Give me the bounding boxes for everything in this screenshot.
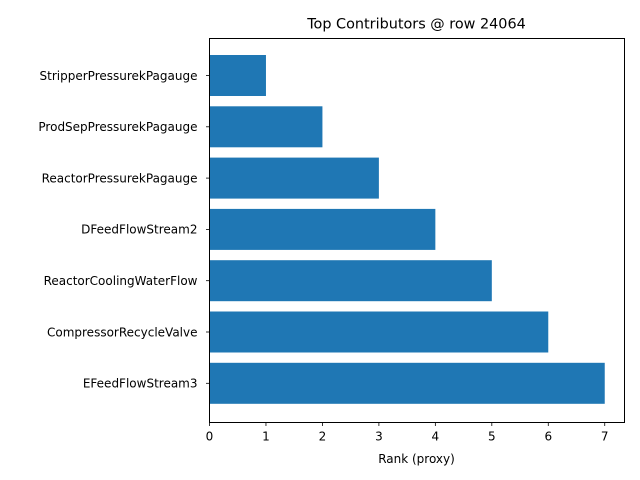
x-tick-label: 6: [544, 430, 552, 444]
x-tick-label: 1: [262, 430, 270, 444]
x-tick-label: 7: [601, 430, 609, 444]
y-tick-label: StripperPressurekPagauge: [40, 69, 198, 83]
axes-frame: [209, 38, 625, 423]
bars-group: [209, 55, 605, 404]
y-tick-label: ReactorCoolingWaterFlow: [44, 274, 198, 288]
bar-StripperPressurekPagauge: [209, 55, 266, 96]
bar-ProdSepPressurekPagauge: [209, 106, 323, 148]
y-tick-label: ReactorPressurekPagauge: [42, 171, 198, 185]
y-tick-label: EFeedFlowStream3: [83, 377, 198, 391]
y-tick-label: DFeedFlowStream2: [81, 223, 197, 237]
bar-CompressorRecycleValve: [209, 311, 549, 353]
chart-title: Top Contributors @ row 24064: [306, 17, 526, 33]
x-tick-label: 0: [206, 430, 214, 444]
x-axis-label: Rank (proxy): [378, 452, 455, 466]
y-tick-label: CompressorRecycleValve: [47, 325, 198, 339]
x-axis-ticks: 0 1 2 3 4 5 6 7: [206, 422, 609, 444]
bar-ReactorCoolingWaterFlow: [209, 260, 492, 302]
bar-DFeedFlowStream2: [209, 208, 436, 250]
x-tick-label: 4: [432, 430, 440, 444]
y-tick-label: ProdSepPressurekPagauge: [38, 120, 197, 134]
bar-ReactorPressurekPagauge: [209, 157, 379, 199]
bar-EFeedFlowStream3: [209, 362, 605, 404]
y-axis-ticks: StripperPressurekPagauge ProdSepPressurek…: [38, 69, 210, 391]
x-tick-label: 5: [488, 430, 496, 444]
x-tick-label: 2: [319, 430, 327, 444]
x-tick-label: 3: [375, 430, 383, 444]
